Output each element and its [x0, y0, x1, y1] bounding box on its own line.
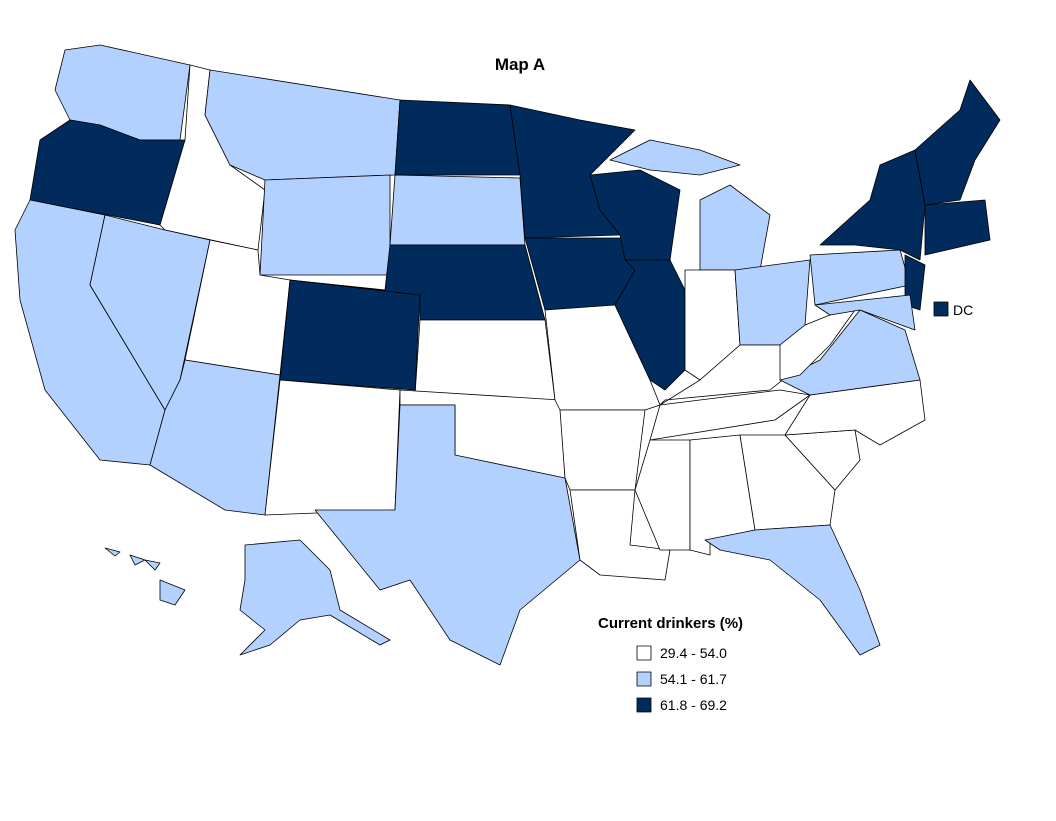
state — [279, 279, 421, 391]
legend-label: 29.4 - 54.0 — [660, 645, 727, 661]
state — [924, 199, 991, 256]
state — [264, 379, 401, 516]
state — [389, 174, 526, 246]
state — [559, 409, 646, 491]
dc-swatch — [933, 301, 949, 317]
state — [104, 547, 121, 557]
state — [814, 294, 916, 331]
state — [159, 579, 186, 606]
state — [149, 359, 281, 516]
legend-title: Current drinkers (%) — [598, 615, 743, 632]
legend-swatch — [636, 697, 652, 713]
state — [394, 99, 521, 176]
legend: 29.4 - 54.0 54.1 - 61.7 61.8 - 69.2 — [636, 645, 727, 713]
state — [739, 434, 836, 531]
state — [259, 174, 391, 276]
state — [569, 489, 671, 581]
state — [609, 139, 741, 176]
states — [14, 44, 1001, 666]
legend-label: 61.8 - 69.2 — [660, 697, 727, 713]
state — [414, 319, 556, 401]
legend-swatch — [636, 645, 652, 661]
legend-label: 54.1 - 61.7 — [660, 671, 727, 687]
state — [239, 539, 391, 656]
state — [819, 149, 926, 261]
state — [289, 244, 546, 321]
state — [144, 559, 161, 571]
state — [649, 389, 811, 441]
state — [779, 309, 921, 396]
state — [204, 69, 401, 181]
dc-label: DC — [953, 302, 973, 318]
state — [914, 79, 1001, 206]
state — [634, 439, 691, 551]
state — [129, 554, 146, 566]
state — [699, 184, 771, 271]
state — [704, 524, 881, 656]
state — [614, 259, 686, 391]
state — [314, 404, 581, 666]
legend-swatch — [636, 671, 652, 687]
state — [779, 309, 856, 381]
map-title: Map A — [495, 55, 545, 74]
